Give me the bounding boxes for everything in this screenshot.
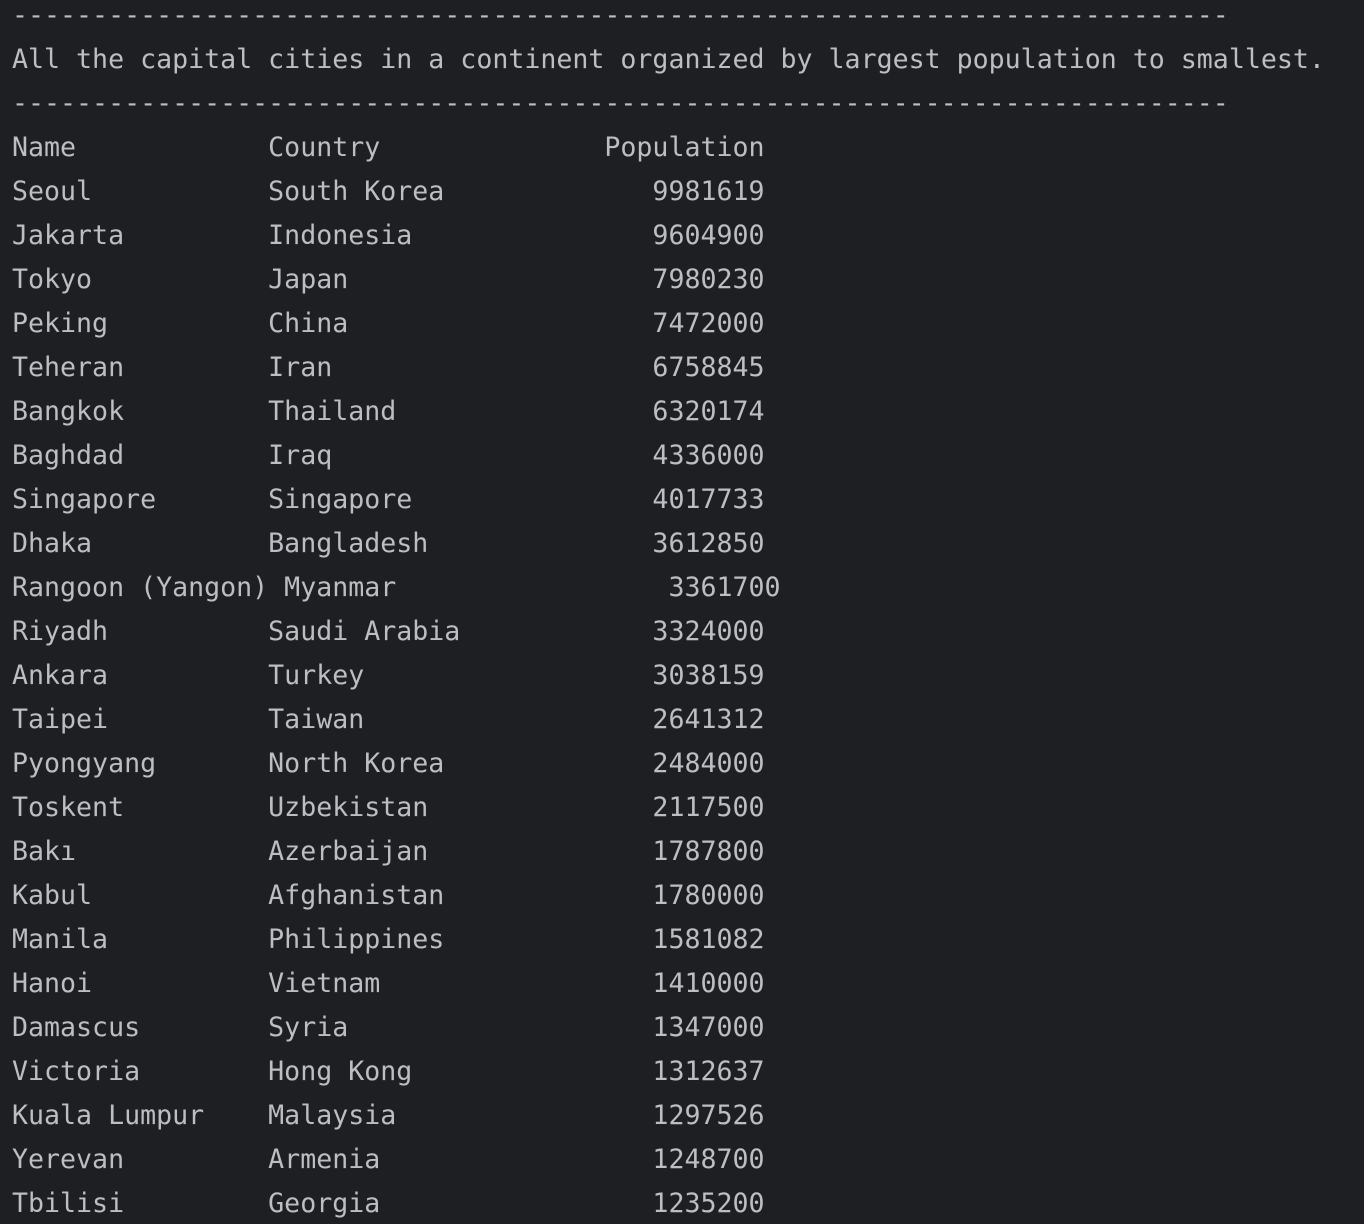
table-row: Yerevan Armenia 1248700: [12, 1144, 765, 1175]
table-row: Baghdad Iraq 4336000: [12, 440, 765, 471]
table-row: Tokyo Japan 7980230: [12, 264, 765, 295]
table-row: Seoul South Korea 9981619: [12, 176, 765, 207]
separator-line-bottom: ----------------------------------------…: [12, 88, 1229, 119]
table-row: Damascus Syria 1347000: [12, 1012, 765, 1043]
table-row: Riyadh Saudi Arabia 3324000: [12, 616, 765, 647]
table-row: Pyongyang North Korea 2484000: [12, 748, 765, 779]
separator-line-top: ----------------------------------------…: [12, 0, 1229, 31]
table-row: Teheran Iran 6758845: [12, 352, 765, 383]
table-row: Bakı Azerbaijan 1787800: [12, 836, 765, 867]
table-row: Ankara Turkey 3038159: [12, 660, 765, 691]
table-row: Singapore Singapore 4017733: [12, 484, 765, 515]
table-row: Dhaka Bangladesh 3612850: [12, 528, 765, 559]
console-output[interactable]: ----------------------------------------…: [12, 0, 1357, 1224]
table-row: Toskent Uzbekistan 2117500: [12, 792, 765, 823]
table-row: Manila Philippines 1581082: [12, 924, 765, 955]
table-row: Jakarta Indonesia 9604900: [12, 220, 765, 251]
table-row: Kuala Lumpur Malaysia 1297526: [12, 1100, 765, 1131]
table-header: Name Country Population: [12, 132, 765, 163]
table-row: Peking China 7472000: [12, 308, 765, 339]
description-text: All the capital cities in a continent or…: [12, 44, 1325, 75]
table-row: Bangkok Thailand 6320174: [12, 396, 765, 427]
table-row: Rangoon (Yangon) Myanmar 3361700: [12, 572, 781, 603]
table-row: Taipei Taiwan 2641312: [12, 704, 765, 735]
table-row: Tbilisi Georgia 1235200: [12, 1188, 765, 1219]
table-row: Victoria Hong Kong 1312637: [12, 1056, 765, 1087]
table-row: Kabul Afghanistan 1780000: [12, 880, 765, 911]
table-row: Hanoi Vietnam 1410000: [12, 968, 765, 999]
